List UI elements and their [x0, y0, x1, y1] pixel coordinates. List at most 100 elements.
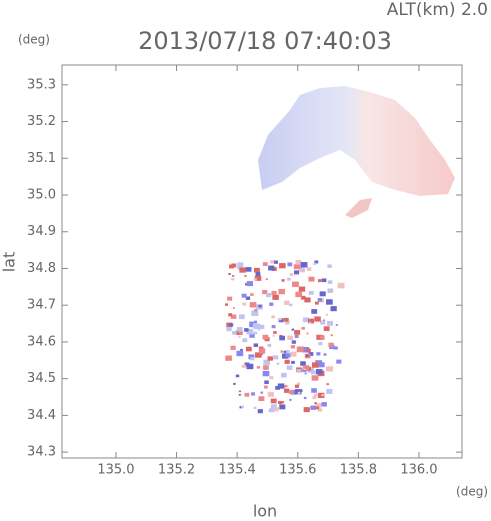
echo-cell: [256, 366, 260, 369]
echo-cell: [258, 396, 265, 402]
echo-cell: [319, 335, 325, 340]
echo-cell: [311, 375, 319, 381]
echo-cell: [252, 323, 259, 328]
echo-cell: [297, 391, 301, 394]
y-unit: (deg): [18, 33, 50, 47]
echo-cell: [235, 374, 240, 378]
x-axis-label: lon: [253, 502, 277, 521]
echo-cell: [294, 330, 301, 335]
echo-cell: [305, 332, 309, 335]
echo-cell: [308, 321, 312, 324]
echo-cell: [270, 404, 277, 410]
echo-cell: [318, 342, 323, 346]
echo-cell: [226, 322, 233, 328]
echo-cell: [267, 343, 272, 347]
echo-cell: [308, 352, 314, 356]
echo-cell: [232, 331, 237, 335]
echo-cell: [242, 302, 247, 306]
echo-cell: [295, 291, 303, 298]
echo-cell: [273, 407, 279, 412]
echo-cell: [285, 353, 291, 358]
y-tick-label: 35.2: [27, 114, 56, 129]
echo-cell: [251, 310, 259, 317]
echo-cell: [230, 314, 237, 319]
echo-cell: [270, 260, 275, 264]
echo-cell: [283, 350, 287, 353]
echo-cell: [315, 403, 322, 408]
echo-cell: [265, 278, 268, 281]
echo-cell: [249, 333, 255, 338]
echo-cell: [273, 331, 277, 334]
echo-cell: [246, 363, 254, 370]
echo-cell: [227, 296, 233, 301]
echo-cell: [312, 362, 319, 368]
echo-cell: [279, 335, 285, 341]
echo-cell: [323, 353, 327, 356]
echo-cell: [239, 406, 243, 409]
echo-cell: [320, 320, 326, 325]
echo-cell: [272, 294, 279, 300]
echo-cell: [330, 334, 333, 337]
echo-cell: [264, 380, 269, 384]
echo-cell: [314, 260, 319, 264]
echo-cell: [326, 383, 329, 386]
echo-cell: [244, 283, 248, 286]
altitude-label: ALT(km) 2.0: [387, 0, 488, 20]
echo-cell: [306, 348, 311, 353]
echo-cell: [238, 336, 241, 338]
echo-cell: [251, 392, 256, 396]
echo-cell: [296, 346, 304, 353]
echo-cell: [230, 345, 236, 350]
echo-cell: [232, 275, 235, 277]
echo-cell: [267, 356, 273, 361]
echo-cell: [290, 345, 296, 349]
echo-cell: [303, 407, 310, 413]
echo-cell: [281, 401, 285, 404]
echo-cell: [304, 297, 311, 303]
echo-cell: [314, 402, 317, 405]
echo-cell: [321, 394, 324, 397]
echo-cell: [257, 409, 263, 414]
echo-cell: [302, 365, 310, 371]
echo-cell: [271, 315, 275, 319]
echo-cell: [240, 348, 243, 352]
echo-cell: [321, 402, 327, 407]
echo-cell: [262, 334, 269, 340]
echo-cell: [253, 278, 257, 281]
echo-cell: [267, 391, 274, 397]
echo-cell: [253, 406, 257, 409]
x-unit: (deg): [456, 485, 488, 499]
echo-cell: [315, 301, 319, 305]
echo-cell: [276, 362, 280, 365]
echo-cell: [255, 272, 261, 276]
x-tick-label: 135.8: [340, 463, 377, 478]
echo-cell: [308, 276, 315, 282]
echo-cell: [287, 277, 291, 281]
echo-cell: [269, 302, 274, 306]
echo-cell: [288, 390, 294, 394]
echo-cell: [289, 399, 292, 401]
echo-cell: [333, 346, 338, 350]
y-tick-label: 34.7: [27, 298, 56, 313]
echo-cell: [258, 348, 266, 354]
echo-cell: [311, 370, 316, 375]
echo-cell: [272, 334, 275, 337]
echo-cell: [238, 393, 241, 396]
echo-cell: [328, 342, 334, 347]
echo-cell: [302, 317, 309, 323]
echo-cell: [298, 286, 306, 292]
echo-cell: [254, 267, 260, 273]
echo-cell: [318, 279, 322, 283]
echo-cell: [330, 306, 337, 312]
echo-cell: [239, 267, 246, 273]
echo-cell: [236, 327, 243, 332]
echo-cell: [258, 328, 261, 331]
echo-cell: [273, 260, 278, 264]
echo-cell: [271, 290, 277, 296]
y-tick-label: 35.3: [27, 77, 56, 92]
echo-cell: [310, 405, 316, 410]
echo-cell: [275, 385, 280, 390]
echo-cell: [327, 288, 334, 293]
echo-cell: [238, 390, 242, 393]
echo-cell: [290, 389, 297, 395]
